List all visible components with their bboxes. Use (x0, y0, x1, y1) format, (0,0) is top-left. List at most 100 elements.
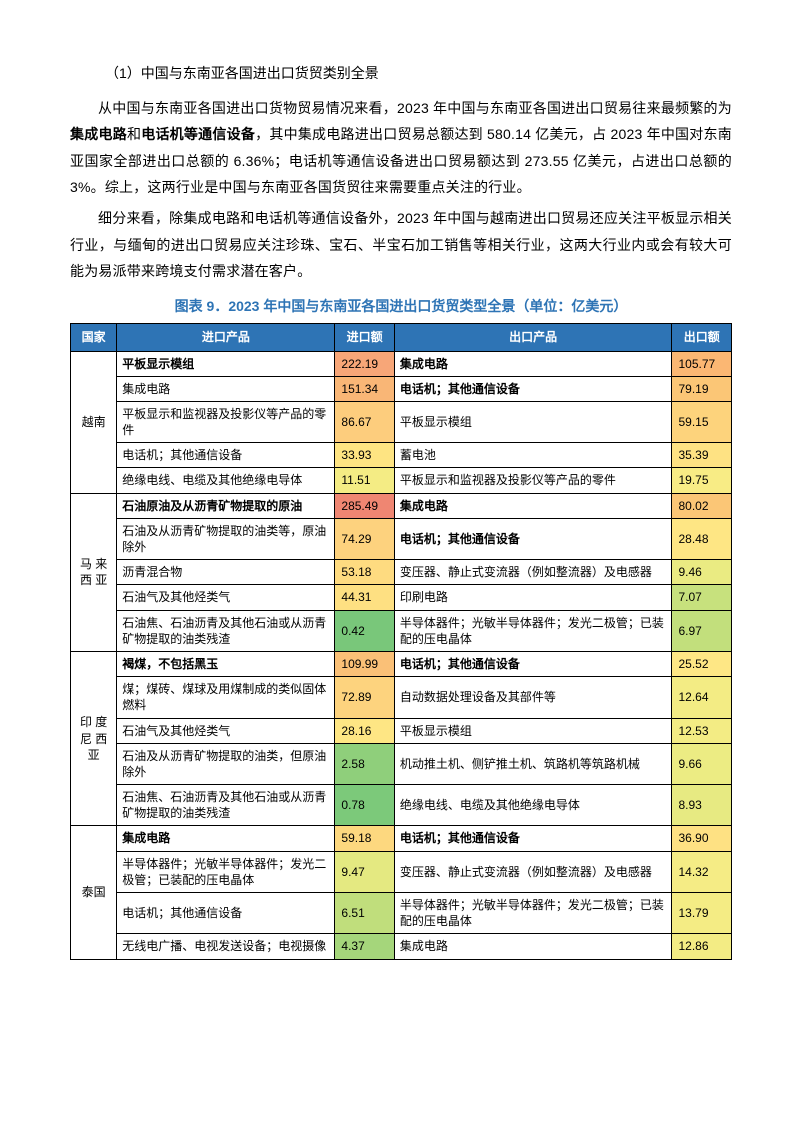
import-value-cell: 9.47 (335, 851, 394, 892)
th-import-value: 进口额 (335, 324, 394, 351)
import-product-cell: 绝缘电线、电缆及其他绝缘电导体 (117, 468, 335, 493)
export-product-cell: 蓄电池 (394, 443, 672, 468)
import-value-cell: 11.51 (335, 468, 394, 493)
import-product-cell: 石油气及其他烃类气 (117, 585, 335, 610)
export-value-cell: 105.77 (672, 351, 732, 376)
export-value-cell: 36.90 (672, 826, 732, 851)
table-row: 半导体器件；光敏半导体器件；发光二极管；已装配的压电晶体9.47变压器、静止式变… (71, 851, 732, 892)
table-row: 绝缘电线、电缆及其他绝缘电导体11.51平板显示和监视器及投影仪等产品的零件19… (71, 468, 732, 493)
import-value-cell: 44.31 (335, 585, 394, 610)
import-value-cell: 86.67 (335, 401, 394, 442)
import-product-cell: 平板显示和监视器及投影仪等产品的零件 (117, 401, 335, 442)
import-product-cell: 石油及从沥青矿物提取的油类，但原油除外 (117, 743, 335, 784)
table-row: 沥青混合物53.18变压器、静止式变流器（例如整流器）及电感器9.46 (71, 560, 732, 585)
export-value-cell: 8.93 (672, 785, 732, 826)
country-cell: 印 度尼 西亚 (71, 651, 117, 826)
table-row: 石油焦、石油沥青及其他石油或从沥青矿物提取的油类残渣0.78绝缘电线、电缆及其他… (71, 785, 732, 826)
export-value-cell: 13.79 (672, 893, 732, 934)
export-product-cell: 半导体器件；光敏半导体器件；发光二极管；已装配的压电晶体 (394, 610, 672, 651)
import-value-cell: 6.51 (335, 893, 394, 934)
table-row: 电话机；其他通信设备6.51半导体器件；光敏半导体器件；发光二极管；已装配的压电… (71, 893, 732, 934)
table-row: 泰国集成电路59.18电话机；其他通信设备36.90 (71, 826, 732, 851)
export-product-cell: 电话机；其他通信设备 (394, 376, 672, 401)
import-product-cell: 集成电路 (117, 376, 335, 401)
import-value-cell: 0.42 (335, 610, 394, 651)
export-value-cell: 25.52 (672, 651, 732, 676)
th-export-product: 出口产品 (394, 324, 672, 351)
country-cell: 越南 (71, 351, 117, 493)
import-value-cell: 4.37 (335, 934, 394, 959)
table-row: 石油气及其他烃类气44.31印刷电路7.07 (71, 585, 732, 610)
export-product-cell: 平板显示和监视器及投影仪等产品的零件 (394, 468, 672, 493)
export-product-cell: 电话机；其他通信设备 (394, 518, 672, 559)
import-value-cell: 28.16 (335, 718, 394, 743)
import-product-cell: 石油焦、石油沥青及其他石油或从沥青矿物提取的油类残渣 (117, 785, 335, 826)
import-product-cell: 石油原油及从沥青矿物提取的原油 (117, 493, 335, 518)
table-row: 马 来西 亚石油原油及从沥青矿物提取的原油285.49集成电路80.02 (71, 493, 732, 518)
import-product-cell: 石油气及其他烃类气 (117, 718, 335, 743)
import-value-cell: 33.93 (335, 443, 394, 468)
table-title: 图表 9．2023 年中国与东南亚各国进出口货贸类型全景（单位：亿美元） (70, 293, 732, 320)
import-product-cell: 电话机；其他通信设备 (117, 893, 335, 934)
table-row: 印 度尼 西亚褐煤，不包括黑玉109.99电话机；其他通信设备25.52 (71, 651, 732, 676)
export-product-cell: 电话机；其他通信设备 (394, 826, 672, 851)
import-product-cell: 无线电广播、电视发送设备；电视摄像 (117, 934, 335, 959)
export-value-cell: 59.15 (672, 401, 732, 442)
export-value-cell: 12.64 (672, 677, 732, 718)
export-product-cell: 集成电路 (394, 351, 672, 376)
import-value-cell: 59.18 (335, 826, 394, 851)
export-product-cell: 集成电路 (394, 493, 672, 518)
th-country: 国家 (71, 324, 117, 351)
table-row: 越南平板显示模组222.19集成电路105.77 (71, 351, 732, 376)
table-row: 电话机；其他通信设备33.93蓄电池35.39 (71, 443, 732, 468)
export-product-cell: 集成电路 (394, 934, 672, 959)
th-import-product: 进口产品 (117, 324, 335, 351)
export-value-cell: 7.07 (672, 585, 732, 610)
import-value-cell: 151.34 (335, 376, 394, 401)
export-product-cell: 印刷电路 (394, 585, 672, 610)
p1-seg0: 从中国与东南亚各国进出口货物贸易情况来看，2023 年中国与东南亚各国进出口贸易… (98, 100, 732, 116)
table-row: 石油气及其他烃类气28.16平板显示模组12.53 (71, 718, 732, 743)
import-value-cell: 222.19 (335, 351, 394, 376)
export-value-cell: 9.46 (672, 560, 732, 585)
table-header-row: 国家 进口产品 进口额 出口产品 出口额 (71, 324, 732, 351)
p1-bold1: 集成电路 (70, 126, 127, 142)
export-value-cell: 79.19 (672, 376, 732, 401)
table-row: 平板显示和监视器及投影仪等产品的零件86.67平板显示模组59.15 (71, 401, 732, 442)
import-value-cell: 72.89 (335, 677, 394, 718)
p1-bold2: 电话机等通信设备 (141, 126, 255, 142)
table-row: 无线电广播、电视发送设备；电视摄像4.37集成电路12.86 (71, 934, 732, 959)
import-product-cell: 半导体器件；光敏半导体器件；发光二极管；已装配的压电晶体 (117, 851, 335, 892)
import-product-cell: 平板显示模组 (117, 351, 335, 376)
export-value-cell: 12.53 (672, 718, 732, 743)
export-product-cell: 自动数据处理设备及其部件等 (394, 677, 672, 718)
export-product-cell: 变压器、静止式变流器（例如整流器）及电感器 (394, 851, 672, 892)
table-row: 煤；煤砖、煤球及用煤制成的类似固体燃料72.89自动数据处理设备及其部件等12.… (71, 677, 732, 718)
import-value-cell: 2.58 (335, 743, 394, 784)
export-value-cell: 9.66 (672, 743, 732, 784)
trade-table: 国家 进口产品 进口额 出口产品 出口额 越南平板显示模组222.19集成电路1… (70, 323, 732, 959)
export-product-cell: 变压器、静止式变流器（例如整流器）及电感器 (394, 560, 672, 585)
export-value-cell: 19.75 (672, 468, 732, 493)
export-value-cell: 28.48 (672, 518, 732, 559)
table-row: 石油焦、石油沥青及其他石油或从沥青矿物提取的油类残渣0.42半导体器件；光敏半导… (71, 610, 732, 651)
country-cell: 泰国 (71, 826, 117, 959)
th-export-value: 出口额 (672, 324, 732, 351)
country-cell: 马 来西 亚 (71, 493, 117, 651)
table-row: 集成电路151.34电话机；其他通信设备79.19 (71, 376, 732, 401)
import-product-cell: 石油焦、石油沥青及其他石油或从沥青矿物提取的油类残渣 (117, 610, 335, 651)
export-product-cell: 半导体器件；光敏半导体器件；发光二极管；已装配的压电晶体 (394, 893, 672, 934)
import-product-cell: 沥青混合物 (117, 560, 335, 585)
table-row: 石油及从沥青矿物提取的油类，但原油除外2.58机动推土机、侧铲推土机、筑路机等筑… (71, 743, 732, 784)
export-product-cell: 平板显示模组 (394, 401, 672, 442)
import-product-cell: 石油及从沥青矿物提取的油类等，原油除外 (117, 518, 335, 559)
import-product-cell: 褐煤，不包括黑玉 (117, 651, 335, 676)
export-value-cell: 12.86 (672, 934, 732, 959)
paragraph-1: 从中国与东南亚各国进出口货物贸易情况来看，2023 年中国与东南亚各国进出口贸易… (70, 95, 732, 201)
paragraph-2: 细分来看，除集成电路和电话机等通信设备外，2023 年中国与越南进出口贸易还应关… (70, 205, 732, 285)
export-value-cell: 14.32 (672, 851, 732, 892)
export-value-cell: 80.02 (672, 493, 732, 518)
export-product-cell: 绝缘电线、电缆及其他绝缘电导体 (394, 785, 672, 826)
table-body: 越南平板显示模组222.19集成电路105.77集成电路151.34电话机；其他… (71, 351, 732, 959)
export-product-cell: 平板显示模组 (394, 718, 672, 743)
